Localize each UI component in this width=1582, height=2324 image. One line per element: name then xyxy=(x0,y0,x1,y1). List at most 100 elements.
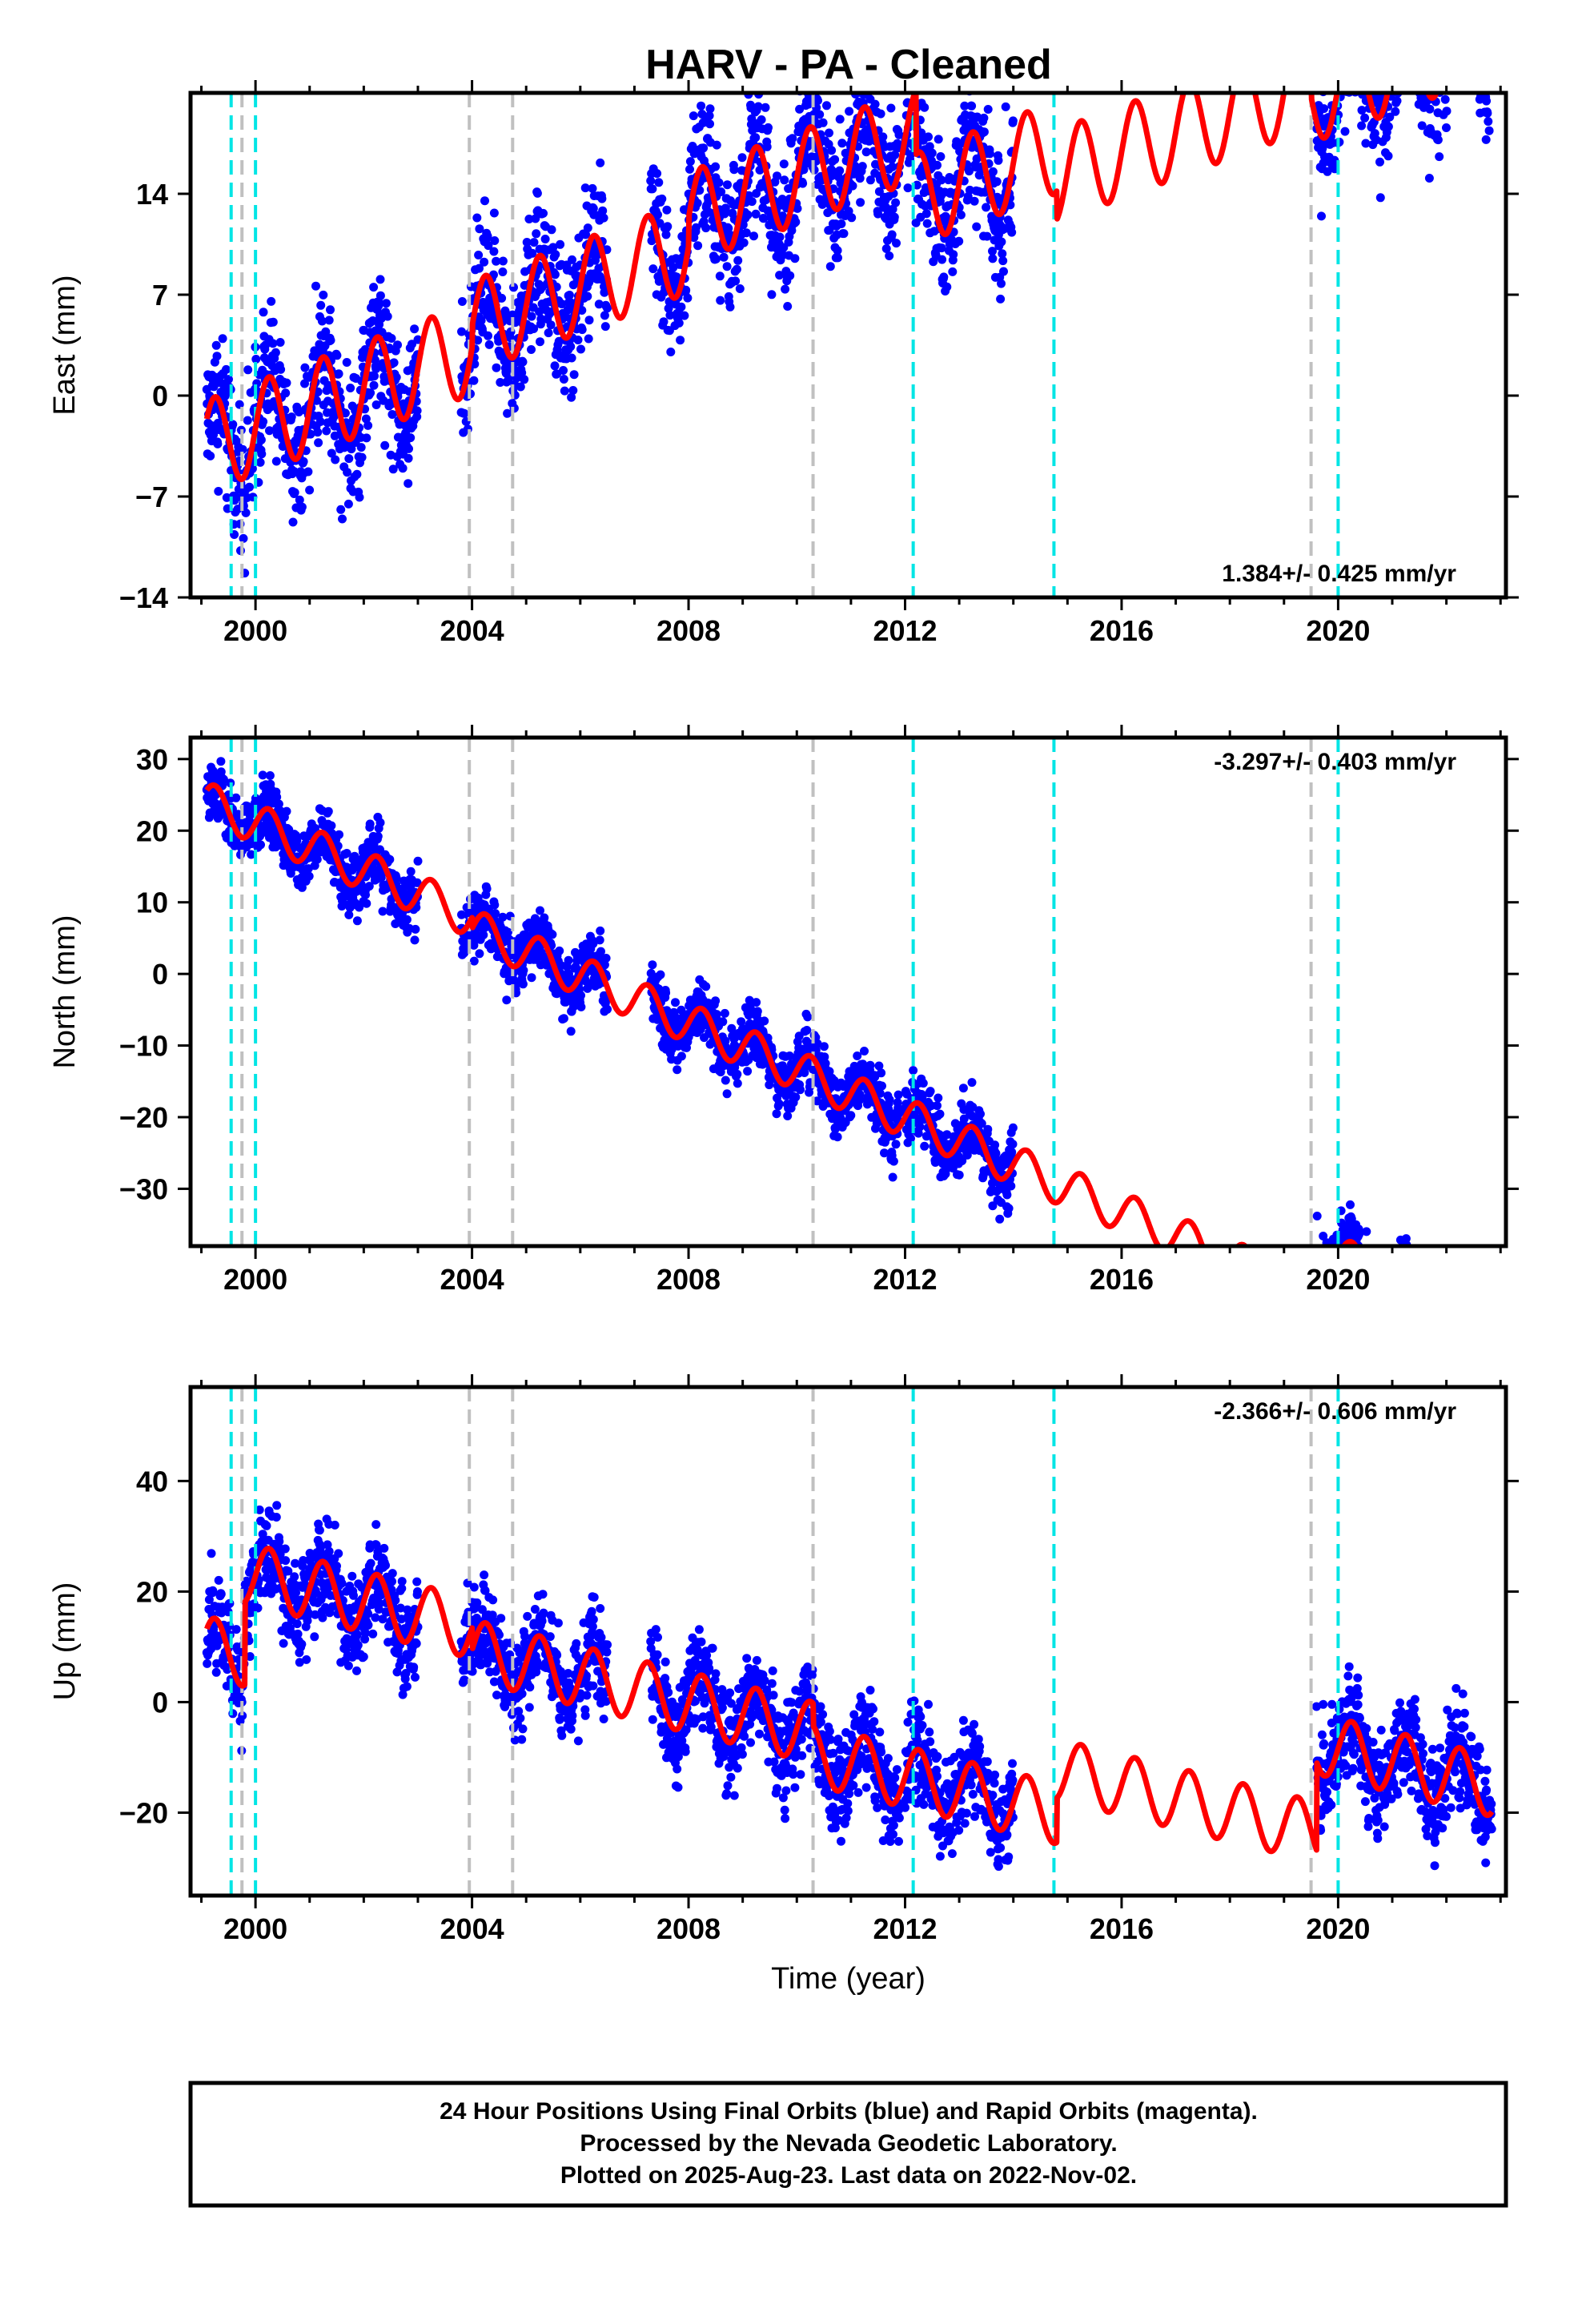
data-point xyxy=(1457,12,1466,21)
data-point xyxy=(1363,66,1371,74)
data-point xyxy=(732,264,741,274)
data-point xyxy=(1413,1277,1422,1285)
data-point xyxy=(276,364,286,374)
data-point xyxy=(1407,66,1416,75)
data-point xyxy=(239,533,248,543)
data-point xyxy=(743,1067,753,1076)
data-point xyxy=(475,949,484,959)
data-point xyxy=(235,400,244,409)
data-point xyxy=(588,183,597,193)
data-point xyxy=(527,345,536,354)
data-point xyxy=(1351,51,1360,60)
data-point xyxy=(1383,1273,1392,1282)
data-point xyxy=(939,272,949,282)
data-point xyxy=(1477,67,1486,76)
data-point xyxy=(594,300,604,309)
data-point xyxy=(967,101,977,111)
data-point xyxy=(1411,1272,1419,1281)
data-point xyxy=(1413,1265,1422,1273)
data-point xyxy=(1403,1248,1412,1257)
data-point xyxy=(775,271,785,280)
data-point xyxy=(473,336,483,345)
data-point xyxy=(967,1078,977,1088)
data-point xyxy=(245,482,254,492)
data-point xyxy=(566,342,576,352)
data-point xyxy=(1387,32,1396,41)
data-point xyxy=(712,254,721,263)
data-point xyxy=(1363,71,1371,80)
data-point xyxy=(1383,1309,1392,1318)
data-point xyxy=(1352,1254,1361,1263)
data-point xyxy=(1335,50,1344,59)
data-point xyxy=(1447,48,1456,57)
data-point xyxy=(1350,55,1359,64)
data-point xyxy=(772,1109,781,1119)
data-point xyxy=(1447,0,1456,5)
data-point xyxy=(1471,34,1480,43)
data-point xyxy=(1475,61,1484,70)
data-point xyxy=(1480,78,1489,86)
data-point xyxy=(733,1069,742,1079)
data-point xyxy=(999,267,1008,276)
data-point xyxy=(598,206,608,215)
data-point xyxy=(498,256,508,266)
data-point xyxy=(327,821,336,830)
data-point xyxy=(1371,1285,1379,1293)
data-point xyxy=(326,336,335,345)
data-point xyxy=(256,840,265,850)
data-point xyxy=(1448,15,1457,24)
data-point xyxy=(802,1026,812,1035)
data-point xyxy=(759,214,769,223)
data-point xyxy=(1419,53,1427,62)
data-point xyxy=(653,210,662,219)
data-point xyxy=(343,499,353,509)
data-point xyxy=(798,179,808,188)
data-point xyxy=(1343,27,1352,36)
data-point xyxy=(331,455,340,464)
data-point xyxy=(536,337,544,347)
data-point xyxy=(1429,55,1438,64)
data-point xyxy=(1469,0,1478,9)
data-point xyxy=(818,118,828,127)
data-point xyxy=(663,222,673,231)
data-point xyxy=(1375,1277,1383,1286)
data-point xyxy=(822,101,831,111)
data-point xyxy=(1484,75,1492,84)
data-point xyxy=(1422,1313,1431,1321)
data-point xyxy=(990,1140,1000,1150)
data-point xyxy=(1399,0,1407,5)
data-point xyxy=(1427,1333,1435,1341)
data-point xyxy=(1367,60,1375,69)
data-point xyxy=(1392,28,1401,37)
data-point xyxy=(1407,1301,1415,1310)
data-point xyxy=(412,406,422,416)
data-point xyxy=(850,161,860,171)
data-point xyxy=(483,231,492,241)
data-point xyxy=(1395,1257,1404,1266)
data-point xyxy=(600,311,609,320)
data-point xyxy=(544,328,553,338)
data-point xyxy=(408,340,416,349)
data-point xyxy=(1370,1294,1379,1303)
data-point xyxy=(1399,23,1408,32)
data-point xyxy=(1383,70,1391,79)
data-point xyxy=(1487,14,1496,23)
data-point xyxy=(1483,108,1492,118)
data-point xyxy=(1341,0,1350,7)
data-point xyxy=(1359,37,1368,46)
data-point xyxy=(1370,1252,1379,1261)
data-point xyxy=(1350,43,1359,52)
data-point xyxy=(681,285,691,295)
data-point xyxy=(671,998,680,1007)
data-point xyxy=(1425,1288,1434,1297)
data-point xyxy=(1008,116,1018,126)
data-point xyxy=(265,771,275,780)
data-point xyxy=(548,930,557,939)
data-point xyxy=(934,135,943,144)
data-point xyxy=(413,856,423,866)
data-point xyxy=(380,440,390,450)
data-point xyxy=(1390,35,1399,44)
data-point xyxy=(685,157,695,167)
data-point xyxy=(1448,71,1457,80)
data-point xyxy=(856,198,865,207)
